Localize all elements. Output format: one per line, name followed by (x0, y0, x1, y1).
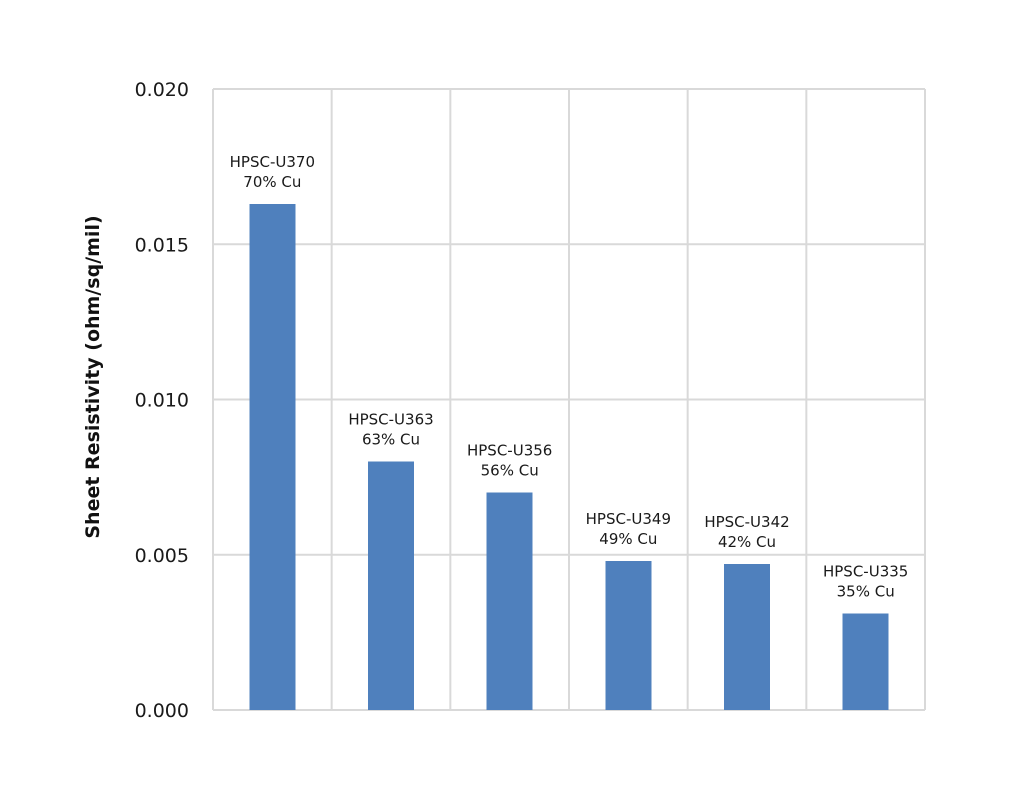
bar-name-label: HPSC-U349 (586, 510, 671, 528)
bar-name-label: HPSC-U356 (467, 442, 552, 460)
bar-hpsc-u363 (368, 461, 414, 710)
bar-hpsc-u356 (486, 492, 533, 710)
bar-name-label: HPSC-U370 (230, 153, 315, 171)
bar-hpsc-u370 (249, 203, 296, 710)
bar-name-label: HPSC-U342 (704, 513, 789, 531)
y-tick-label: 0.015 (135, 234, 189, 256)
bar-hpsc-u335 (842, 613, 889, 710)
bar-hpsc-u349 (605, 560, 652, 710)
label-layer: HPSC-U370 70% Cu HPSC-U363 63% Cu HPSC-U356 5… (230, 153, 909, 601)
bar-hpsc-u342 (724, 564, 770, 710)
bar-composition-label: 70% Cu (243, 173, 301, 191)
grid-layer (212, 88, 926, 711)
y-tick-label: 0.005 (135, 545, 189, 567)
y-axis-ticks: 0.000 0.005 0.010 0.015 0.020 (135, 79, 189, 722)
bar-name-label: HPSC-U335 (823, 563, 908, 581)
bar-name-label: HPSC-U363 (348, 411, 433, 429)
bar-layer (249, 203, 889, 710)
bar-composition-label: 35% Cu (837, 583, 895, 601)
bar-composition-label: 63% Cu (362, 431, 420, 449)
y-tick-label: 0.020 (135, 79, 189, 101)
y-tick-label: 0.010 (135, 390, 189, 412)
bar-composition-label: 56% Cu (481, 462, 539, 480)
y-tick-label: 0.000 (135, 700, 189, 722)
bar-composition-label: 42% Cu (718, 533, 776, 551)
y-axis-label: Sheet Resistivity (ohm/sq/mil) (82, 215, 104, 538)
bar-composition-label: 49% Cu (599, 530, 657, 548)
